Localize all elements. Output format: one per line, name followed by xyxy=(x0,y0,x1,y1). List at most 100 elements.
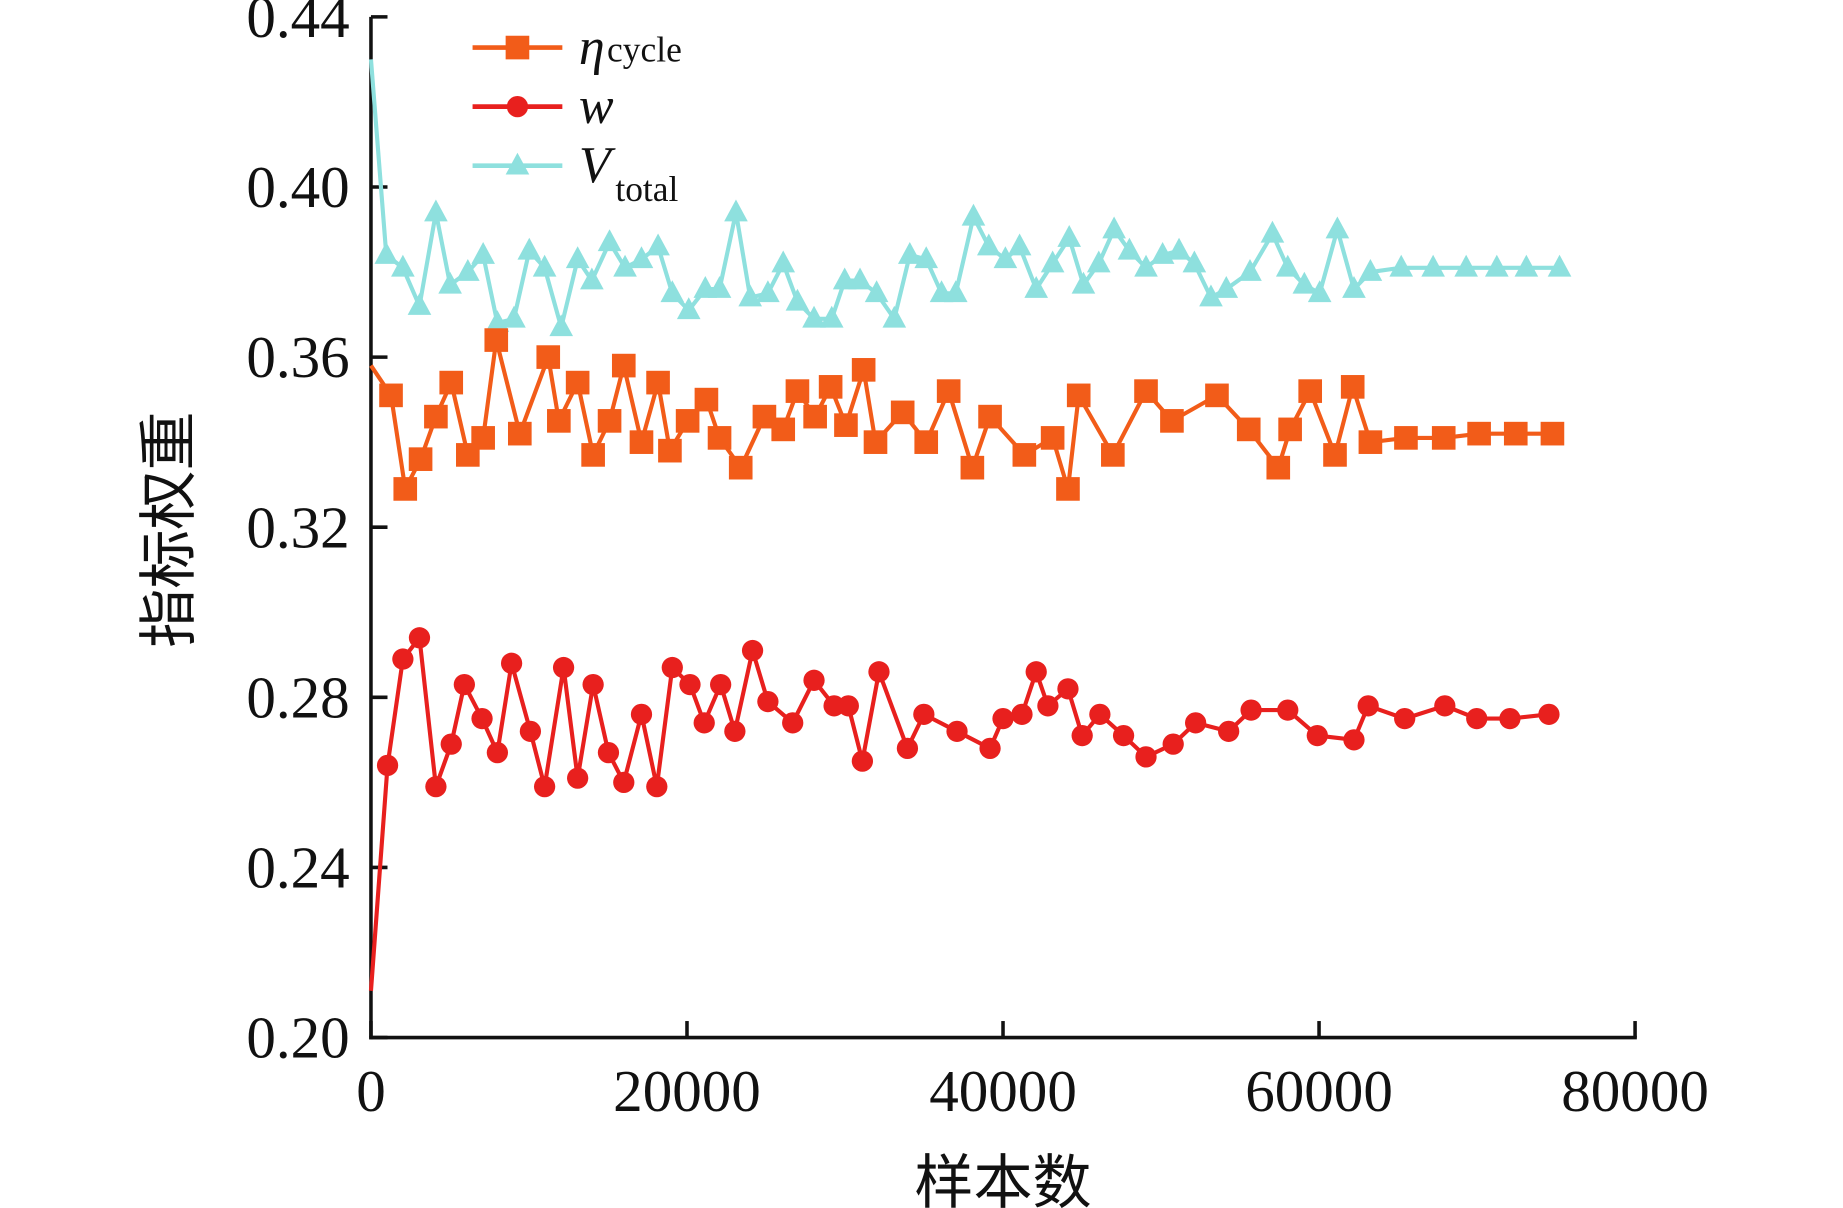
data-point-circle xyxy=(408,627,431,649)
data-point-triangle xyxy=(505,152,530,175)
data-point-circle xyxy=(992,707,1014,730)
legend-label-sub: cycle xyxy=(607,30,682,70)
data-point-circle xyxy=(741,639,764,662)
data-point-triangle xyxy=(1292,271,1317,294)
data-point-square xyxy=(1503,421,1528,446)
data-point-triangle xyxy=(1102,216,1126,239)
data-point-square xyxy=(536,345,561,369)
data-point-square xyxy=(597,409,622,433)
data-point-triangle xyxy=(1086,250,1111,273)
x-tick-label: 20000 xyxy=(613,1058,761,1124)
data-point-circle xyxy=(979,737,1001,760)
data-point-triangle xyxy=(1342,276,1366,298)
data-point-circle xyxy=(1185,712,1207,734)
legend-item: ηcycle xyxy=(472,19,682,76)
data-point-square xyxy=(505,35,530,60)
legend-label-sub: total xyxy=(615,169,678,209)
data-point-square xyxy=(1205,383,1229,408)
data-point-triangle xyxy=(1214,276,1239,298)
data-point-circle xyxy=(803,669,825,691)
data-point-triangle xyxy=(897,242,922,264)
data-point-square xyxy=(1134,379,1158,403)
data-point-circle xyxy=(1135,746,1157,768)
data-point-square xyxy=(960,455,985,480)
series-w xyxy=(368,627,1560,991)
data-point-circle xyxy=(392,648,414,670)
data-point-triangle xyxy=(1040,250,1065,273)
series-cycle xyxy=(369,328,1565,501)
series-vtotal xyxy=(368,59,1572,337)
data-point-square xyxy=(1540,421,1565,446)
data-point-circle xyxy=(597,741,620,764)
data-point-triangle xyxy=(1167,237,1191,260)
data-point-circle xyxy=(710,673,732,696)
data-point-circle xyxy=(453,673,475,696)
data-point-circle xyxy=(552,656,575,679)
data-point-triangle xyxy=(646,233,670,256)
data-point-square xyxy=(1340,375,1365,399)
data-point-triangle xyxy=(961,203,986,226)
data-point-square xyxy=(1431,426,1456,450)
data-point-square xyxy=(1278,417,1302,442)
data-point-circle xyxy=(782,712,804,734)
data-point-square xyxy=(424,404,448,429)
data-point-square xyxy=(803,404,827,429)
data-point-triangle xyxy=(613,254,637,277)
data-point-triangle xyxy=(1547,254,1572,277)
data-point-triangle xyxy=(1117,237,1142,260)
x-axis-label: 样本数 xyxy=(914,1150,1091,1208)
data-point-square xyxy=(565,370,590,395)
data-point-square xyxy=(1394,426,1418,450)
data-point-circle xyxy=(661,656,683,679)
data-point-triangle xyxy=(993,246,1018,269)
data-point-square xyxy=(507,421,532,446)
data-point-circle xyxy=(1434,695,1456,717)
data-point-triangle xyxy=(1325,216,1350,239)
data-point-triangle xyxy=(914,246,939,269)
data-point-triangle xyxy=(1275,254,1300,277)
data-point-circle xyxy=(679,673,701,696)
data-point-square xyxy=(707,426,732,450)
x-tick-label: 40000 xyxy=(929,1058,1077,1124)
data-point-square xyxy=(611,353,636,378)
data-point-triangle xyxy=(424,199,448,222)
data-point-square xyxy=(1323,443,1347,467)
data-point-square xyxy=(694,387,719,412)
data-point-triangle xyxy=(580,267,604,290)
data-point-triangle xyxy=(864,280,889,303)
data-point-square xyxy=(1101,443,1125,467)
data-point-square xyxy=(1056,477,1080,501)
data-point-triangle xyxy=(1307,280,1332,303)
data-point-triangle xyxy=(532,254,557,277)
data-point-circle xyxy=(1357,695,1379,717)
series-line xyxy=(368,59,1560,330)
data-point-circle xyxy=(519,720,542,742)
data-point-square xyxy=(785,379,810,403)
y-tick-label: 0.36 xyxy=(246,324,349,390)
y-tick-label: 0.24 xyxy=(246,835,349,901)
data-point-triangle xyxy=(943,280,968,303)
data-point-circle xyxy=(500,652,523,674)
data-point-triangle xyxy=(1421,254,1445,277)
y-tick-label: 0.44 xyxy=(246,0,349,50)
data-point-triangle xyxy=(391,254,415,277)
data-point-triangle xyxy=(629,246,654,269)
data-point-circle xyxy=(1466,707,1488,730)
data-point-triangle xyxy=(374,242,399,264)
data-point-triangle xyxy=(1389,254,1414,277)
data-point-triangle xyxy=(882,305,907,328)
data-point-triangle xyxy=(802,305,826,328)
data-point-circle xyxy=(1011,703,1033,725)
data-point-square xyxy=(728,455,753,480)
x-tick-label: 0 xyxy=(356,1058,386,1124)
data-point-square xyxy=(890,400,915,425)
legend-item: w xyxy=(472,78,614,135)
data-point-triangle xyxy=(1358,259,1383,281)
data-point-triangle xyxy=(1182,250,1207,273)
y-axis-label: 指标权重 xyxy=(136,411,202,647)
axes: 0.20 0.24 0.28 0.32 0.36 0.40 0.44 0 20000 40000 6… xyxy=(246,0,1709,1124)
data-point-square xyxy=(581,443,605,467)
data-point-circle xyxy=(646,776,668,798)
